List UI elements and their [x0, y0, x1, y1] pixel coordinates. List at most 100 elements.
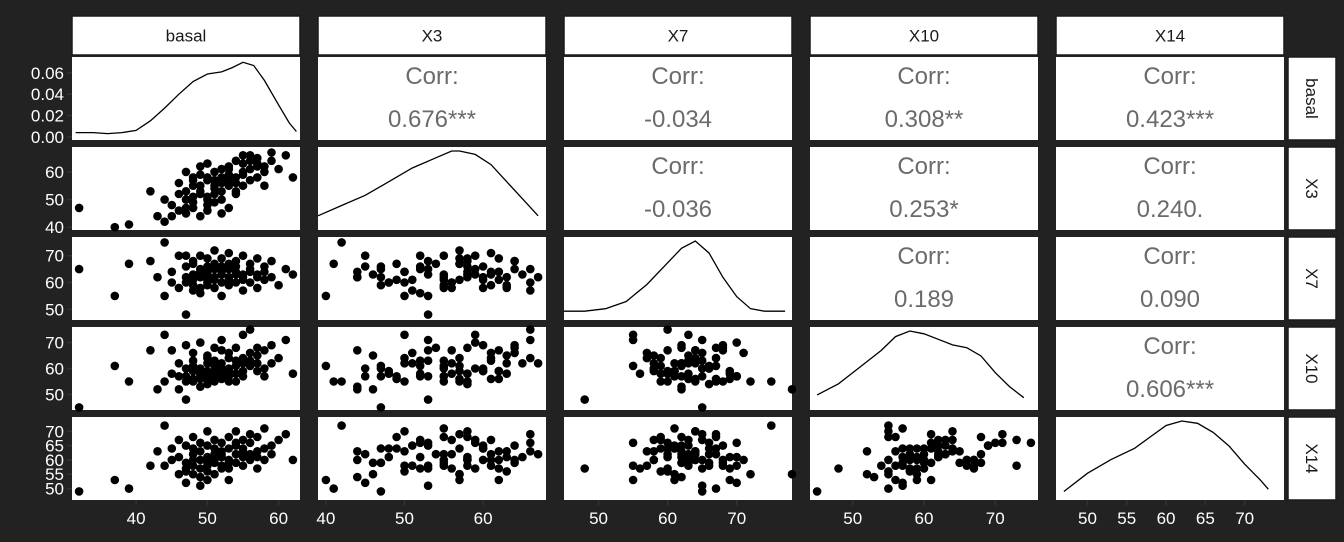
point-X10-basal [252, 343, 262, 353]
point-X10-basal [181, 395, 191, 404]
point-X14-X7 [767, 421, 776, 430]
point-X10-basal [153, 385, 162, 394]
point-X10-X3 [376, 372, 386, 381]
point-X10-X7 [677, 382, 686, 392]
panel-basal-X14 [1056, 57, 1284, 140]
point-X3-basal [267, 148, 276, 157]
corr-label-basal-X10: Corr: [897, 63, 950, 90]
point-X14-X3 [494, 464, 504, 473]
point-X14-X7 [628, 438, 638, 448]
corr-label-X10-X14: Corr: [1143, 333, 1196, 360]
point-X3-basal [224, 203, 234, 213]
point-X3-basal [238, 159, 248, 168]
point-X10-basal [238, 366, 248, 376]
point-X10-basal [160, 330, 169, 340]
point-X14-X10 [998, 429, 1007, 439]
point-X7-X3 [502, 283, 512, 293]
point-X7-X3 [423, 256, 433, 266]
point-X7-basal [188, 256, 198, 266]
point-X3-basal [231, 189, 241, 199]
point-X7-X3 [415, 288, 425, 298]
point-X10-X3 [415, 361, 425, 371]
point-X14-X3 [447, 435, 457, 445]
point-X14-basal [153, 447, 162, 456]
point-X14-X3 [376, 444, 386, 453]
point-X14-X3 [463, 432, 472, 442]
point-X14-basal [188, 455, 198, 465]
point-X14-basal [203, 427, 212, 436]
point-X10-X3 [494, 374, 504, 384]
point-X14-X3 [470, 464, 480, 473]
point-X10-basal [124, 377, 134, 386]
point-X7-X3 [423, 270, 433, 279]
point-X14-X10 [962, 455, 972, 465]
point-X7-basal [110, 291, 120, 301]
point-X14-X10 [898, 444, 907, 453]
point-X14-basal [188, 469, 198, 479]
point-X7-basal [203, 280, 212, 290]
point-X10-basal [224, 364, 234, 373]
point-X14-X7 [670, 424, 679, 433]
point-X3-basal [252, 153, 262, 163]
point-X14-basal [181, 464, 191, 473]
point-X10-X3 [423, 335, 433, 345]
point-X14-X3 [392, 432, 401, 442]
point-X14-X10 [891, 461, 900, 471]
point-X3-basal [160, 217, 169, 226]
point-X10-basal [188, 348, 198, 358]
point-X14-basal [188, 444, 198, 453]
point-X7-X3 [376, 272, 386, 282]
corr-value-basal-X7: -0.034 [644, 106, 712, 133]
point-X14-basal [203, 452, 212, 462]
point-X14-basal [74, 487, 84, 496]
point-X10-basal [260, 364, 269, 373]
point-X3-basal [238, 167, 248, 177]
point-X14-basal [267, 449, 276, 459]
point-X7-basal [260, 275, 269, 285]
x-tick-label-X14: 50 [1078, 509, 1097, 528]
y-tick-label-X14: 70 [45, 422, 64, 441]
point-X3-basal [288, 173, 298, 182]
point-X10-X3 [502, 351, 512, 360]
point-X10-X3 [368, 351, 378, 360]
point-X10-X3 [526, 335, 535, 345]
point-X3-basal [267, 156, 276, 166]
point-X14-X3 [510, 441, 519, 450]
x-tick-label-basal: 60 [269, 509, 288, 528]
corr-label-X3-X10: Corr: [897, 153, 950, 180]
point-X7-X3 [502, 272, 512, 282]
point-X10-X7 [704, 364, 714, 373]
point-X3-basal [231, 173, 241, 182]
point-X7-X3 [400, 291, 409, 301]
point-X3-basal [210, 189, 219, 199]
point-X7-X3 [415, 251, 425, 260]
strip-label-right-X3: X3 [1302, 178, 1321, 199]
point-X14-X7 [642, 461, 652, 471]
point-X14-basal [231, 449, 241, 459]
point-X14-basal [174, 452, 184, 462]
y-tick-label-X3: 50 [45, 191, 64, 210]
strip-label-right-basal: basal [1302, 78, 1321, 119]
point-X14-basal [167, 455, 177, 465]
point-X3-basal [188, 203, 198, 213]
point-X14-X10 [941, 441, 950, 450]
point-X10-basal [217, 346, 226, 355]
point-X7-X3 [463, 254, 472, 263]
point-X7-basal [167, 278, 177, 287]
point-X14-X7 [746, 469, 755, 479]
point-X7-X3 [510, 256, 519, 266]
point-X14-X7 [711, 444, 721, 453]
corr-label-X7-X14: Corr: [1143, 243, 1196, 270]
point-X10-basal [274, 353, 283, 363]
point-X10-basal [167, 369, 177, 379]
point-X14-X3 [337, 421, 346, 430]
point-X14-X10 [1012, 435, 1021, 445]
point-X14-basal [224, 455, 234, 465]
point-X10-X3 [486, 353, 496, 363]
point-X14-X7 [656, 467, 665, 476]
point-X10-X3 [408, 348, 417, 358]
point-X7-basal [252, 254, 262, 263]
point-X14-X3 [353, 447, 362, 456]
point-X7-X3 [478, 275, 488, 285]
point-X7-X3 [470, 270, 480, 279]
